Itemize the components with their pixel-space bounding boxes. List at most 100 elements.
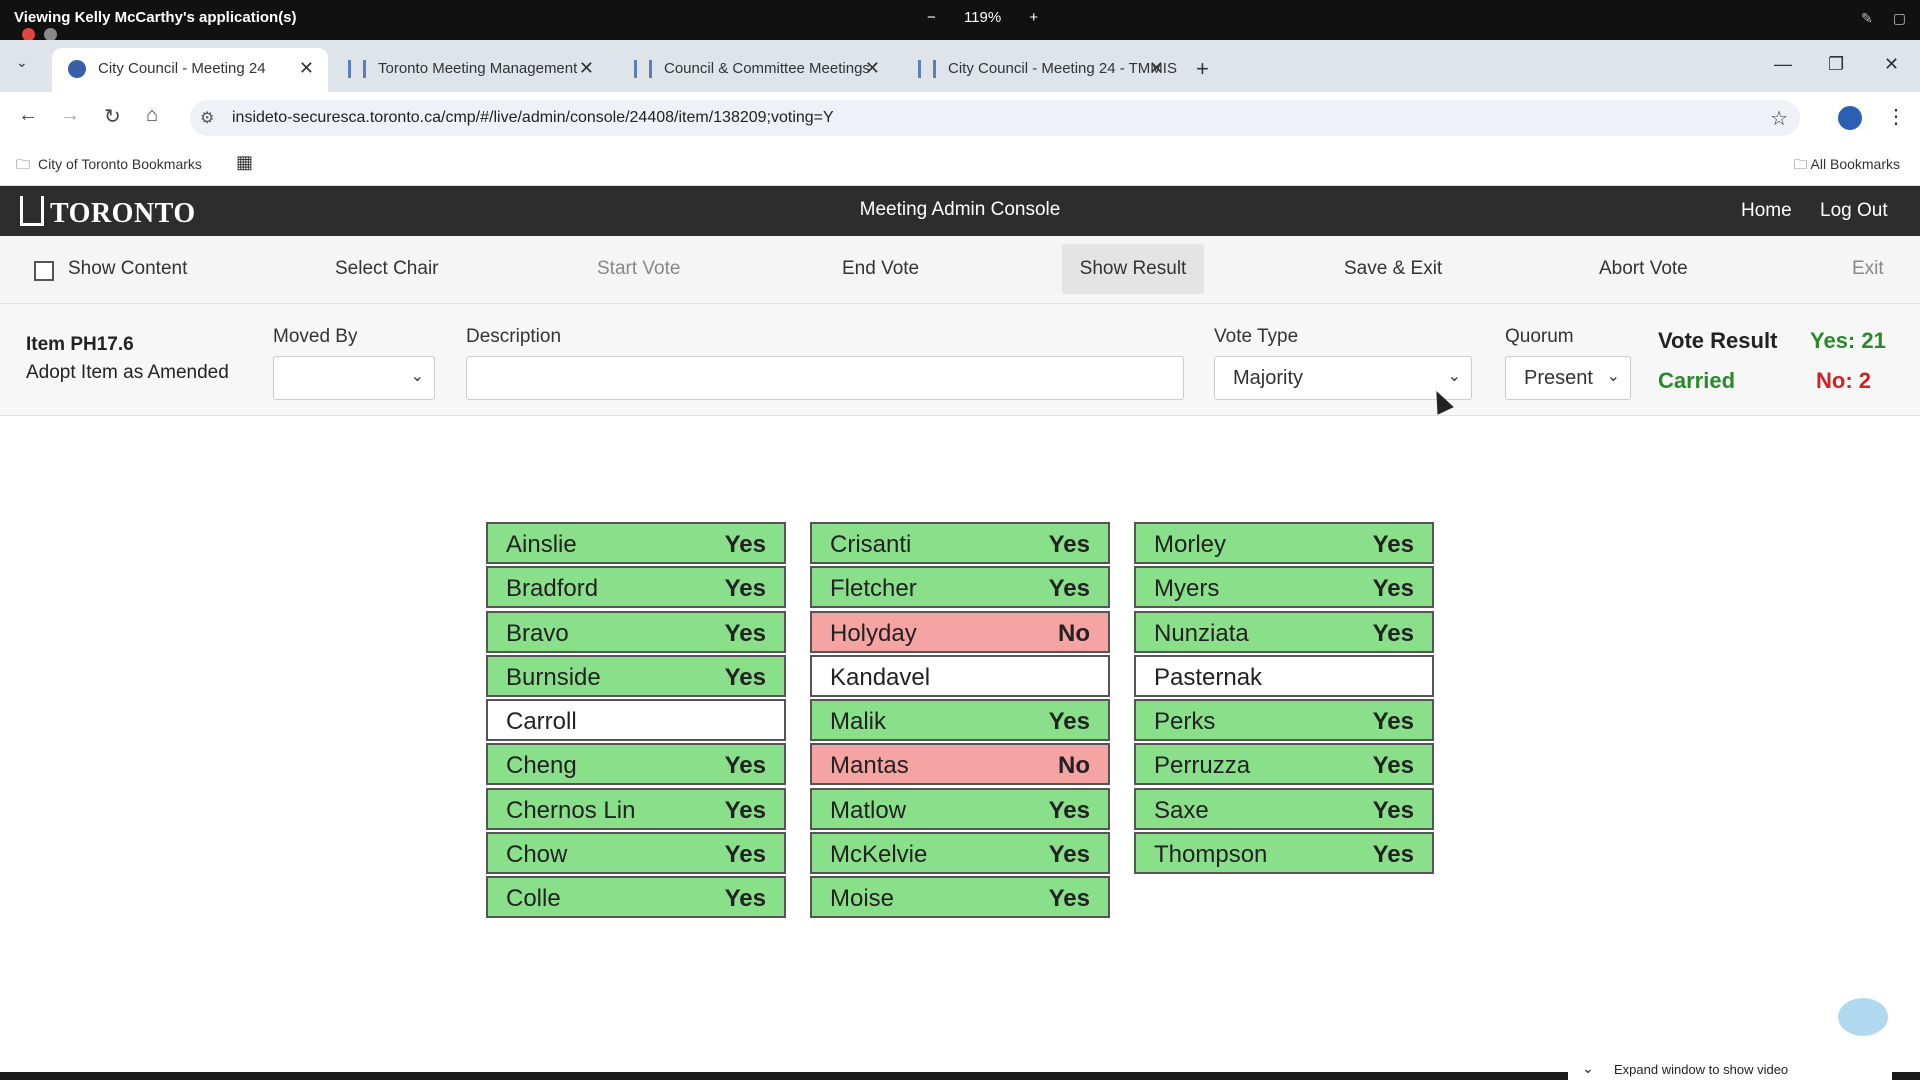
url-field[interactable]: ⚙ insideto-securesca.toronto.ca/cmp/#/li… xyxy=(190,100,1800,136)
member-vote-cell[interactable]: Burnside Yes xyxy=(486,654,786,697)
zoom-out-button[interactable]: − xyxy=(927,9,936,26)
bookmark-city-of-toronto[interactable]: 🗀 City of Toronto Bookmarks xyxy=(16,154,202,178)
close-window-icon[interactable]: ✕ xyxy=(1884,54,1900,74)
tab-city-council-meeting-24[interactable]: City Council - Meeting 24 ✕ xyxy=(52,48,328,92)
member-vote-cell[interactable]: Matlow Yes xyxy=(810,787,1110,830)
page-title: Meeting Admin Console xyxy=(859,199,1061,220)
yes-count: Yes: 21 xyxy=(1810,328,1886,353)
site-settings-icon[interactable]: ⚙ xyxy=(200,110,215,127)
address-bar-row: ← → ↻ ⌂ ⚙ insideto-securesca.toronto.ca/… xyxy=(0,92,1920,144)
apps-grid-icon[interactable]: ▦ xyxy=(236,152,254,172)
tab-city-council-meeting-24-tmmis[interactable]: City Council - Meeting 24 - TMMIS ✕ xyxy=(902,48,1178,88)
member-vote-cell[interactable]: Mantas No xyxy=(810,743,1110,786)
profile-avatar-icon[interactable] xyxy=(1838,106,1862,130)
member-vote-cell[interactable]: Carroll xyxy=(486,699,786,742)
browser-menu-icon[interactable]: ⋮ xyxy=(1886,106,1906,128)
member-vote-cell[interactable]: Moise Yes xyxy=(810,876,1110,919)
no-count: No: 2 xyxy=(1816,368,1871,393)
member-vote-cell[interactable]: Cheng Yes xyxy=(486,743,786,786)
member-name: Kandavel xyxy=(830,663,931,691)
member-vote-cell[interactable]: Thompson Yes xyxy=(1134,832,1434,875)
moved-by-label: Moved By xyxy=(273,326,358,347)
popout-icon[interactable]: ▢ xyxy=(1892,10,1906,26)
moved-by-select[interactable]: ⌄ xyxy=(273,356,435,400)
expand-video-bar[interactable]: ⌄ Expand window to show video xyxy=(1568,1058,1892,1080)
tab-label: Toronto Meeting Management xyxy=(378,60,578,77)
quorum-select[interactable]: Present ⌄ xyxy=(1505,356,1631,400)
start-vote-button[interactable]: Start Vote xyxy=(597,258,681,279)
member-vote-cell[interactable]: Kandavel xyxy=(810,654,1110,697)
member-vote-cell[interactable]: Bradford Yes xyxy=(486,566,786,609)
member-vote-cell[interactable]: Ainslie Yes xyxy=(486,522,786,564)
restore-icon[interactable]: ❐ xyxy=(1828,54,1845,74)
member-name: Moise xyxy=(830,885,895,913)
close-tab-icon[interactable]: ✕ xyxy=(298,58,314,78)
expand-video-label: Expand window to show video xyxy=(1614,1062,1789,1077)
description-label: Description xyxy=(466,326,562,347)
end-vote-button[interactable]: End Vote xyxy=(842,258,920,279)
logout-link[interactable]: Log Out xyxy=(1820,200,1888,221)
tab-council-committee-meetings[interactable]: Council & Committee Meetings ✕ xyxy=(618,48,894,88)
close-dot-icon[interactable] xyxy=(22,28,35,41)
member-vote-cell[interactable]: Perruzza Yes xyxy=(1134,743,1434,786)
member-vote: Yes xyxy=(724,531,766,558)
item-id: Item PH17.6 xyxy=(26,334,134,355)
annotate-icon[interactable]: ✎ xyxy=(1861,10,1873,26)
member-vote-cell[interactable]: Pasternak xyxy=(1134,654,1434,697)
close-tab-icon[interactable]: ✕ xyxy=(1148,58,1164,78)
member-name: Perruzza xyxy=(1154,752,1251,780)
member-vote-cell[interactable]: Nunziata Yes xyxy=(1134,610,1434,653)
member-name: Fletcher xyxy=(830,575,917,603)
chevron-down-icon: ⌄ xyxy=(1582,1060,1594,1076)
member-vote-cell[interactable]: Bravo Yes xyxy=(486,610,786,653)
member-vote: Yes xyxy=(1372,619,1414,647)
member-vote-cell[interactable]: Chernos Lin Yes xyxy=(486,787,786,830)
member-vote-cell[interactable]: Holyday No xyxy=(810,610,1110,653)
home-icon[interactable]: ⌂ xyxy=(146,104,159,126)
app-header: TORONTO Meeting Admin Console Home Log O… xyxy=(0,186,1920,236)
tab-toronto-meeting-management[interactable]: Toronto Meeting Management ✕ xyxy=(332,48,608,88)
close-tab-icon[interactable]: ✕ xyxy=(578,58,594,78)
member-vote-cell[interactable]: Myers Yes xyxy=(1134,566,1434,609)
member-vote-cell[interactable]: Colle Yes xyxy=(486,876,786,919)
close-tab-icon[interactable]: ✕ xyxy=(864,58,880,78)
member-vote-cell[interactable]: Morley Yes xyxy=(1134,522,1434,564)
vote-type-select[interactable]: Majority ⌄ xyxy=(1214,356,1472,400)
reload-icon[interactable]: ↻ xyxy=(104,106,121,128)
member-vote-cell[interactable]: Perks Yes xyxy=(1134,699,1434,742)
new-tab-button[interactable]: + xyxy=(1196,56,1209,81)
abort-vote-button[interactable]: Abort Vote xyxy=(1599,258,1688,279)
minimize-icon[interactable]: — xyxy=(1774,54,1792,74)
exit-button[interactable]: Exit xyxy=(1852,258,1884,279)
share-zoom-control: − 119% + xyxy=(915,9,1050,26)
member-vote-cell[interactable]: Saxe Yes xyxy=(1134,787,1434,830)
back-arrow-icon[interactable]: ← xyxy=(18,104,38,126)
url-text[interactable]: insideto-securesca.toronto.ca/cmp/#/live… xyxy=(232,109,834,126)
home-link[interactable]: Home xyxy=(1741,200,1792,221)
show-result-button[interactable]: Show Result xyxy=(1062,244,1204,294)
member-name: Ainslie xyxy=(506,531,577,558)
assistant-widget-icon[interactable] xyxy=(1838,998,1888,1036)
member-vote-cell[interactable]: Malik Yes xyxy=(810,699,1110,742)
member-vote-cell[interactable]: Fletcher Yes xyxy=(810,566,1110,609)
forward-arrow-icon[interactable]: → xyxy=(60,104,80,126)
member-vote-cell[interactable]: Crisanti Yes xyxy=(810,522,1110,564)
save-exit-button[interactable]: Save & Exit xyxy=(1344,258,1443,279)
pause-dot-icon[interactable] xyxy=(44,28,57,41)
vote-type-value: Majority xyxy=(1233,367,1304,389)
member-vote-cell[interactable]: Chow Yes xyxy=(486,832,786,875)
bookmark-star-icon[interactable]: ☆ xyxy=(1770,108,1788,130)
all-bookmarks-button[interactable]: 🗀 All Bookmarks xyxy=(1793,154,1900,178)
show-content-checkbox[interactable] xyxy=(34,261,54,281)
toronto-logo[interactable]: TORONTO xyxy=(20,196,196,230)
zoom-in-button[interactable]: + xyxy=(1029,9,1039,26)
quorum-label: Quorum xyxy=(1505,326,1574,347)
member-vote: Yes xyxy=(724,619,766,647)
tab-search-icon[interactable]: ⌄ xyxy=(16,54,28,70)
select-chair-button[interactable]: Select Chair xyxy=(335,258,439,279)
member-vote: Yes xyxy=(1372,841,1414,869)
show-content-label[interactable]: Show Content xyxy=(68,258,188,279)
description-input[interactable] xyxy=(466,356,1184,400)
member-name: Crisanti xyxy=(830,531,912,558)
member-vote-cell[interactable]: McKelvie Yes xyxy=(810,832,1110,875)
